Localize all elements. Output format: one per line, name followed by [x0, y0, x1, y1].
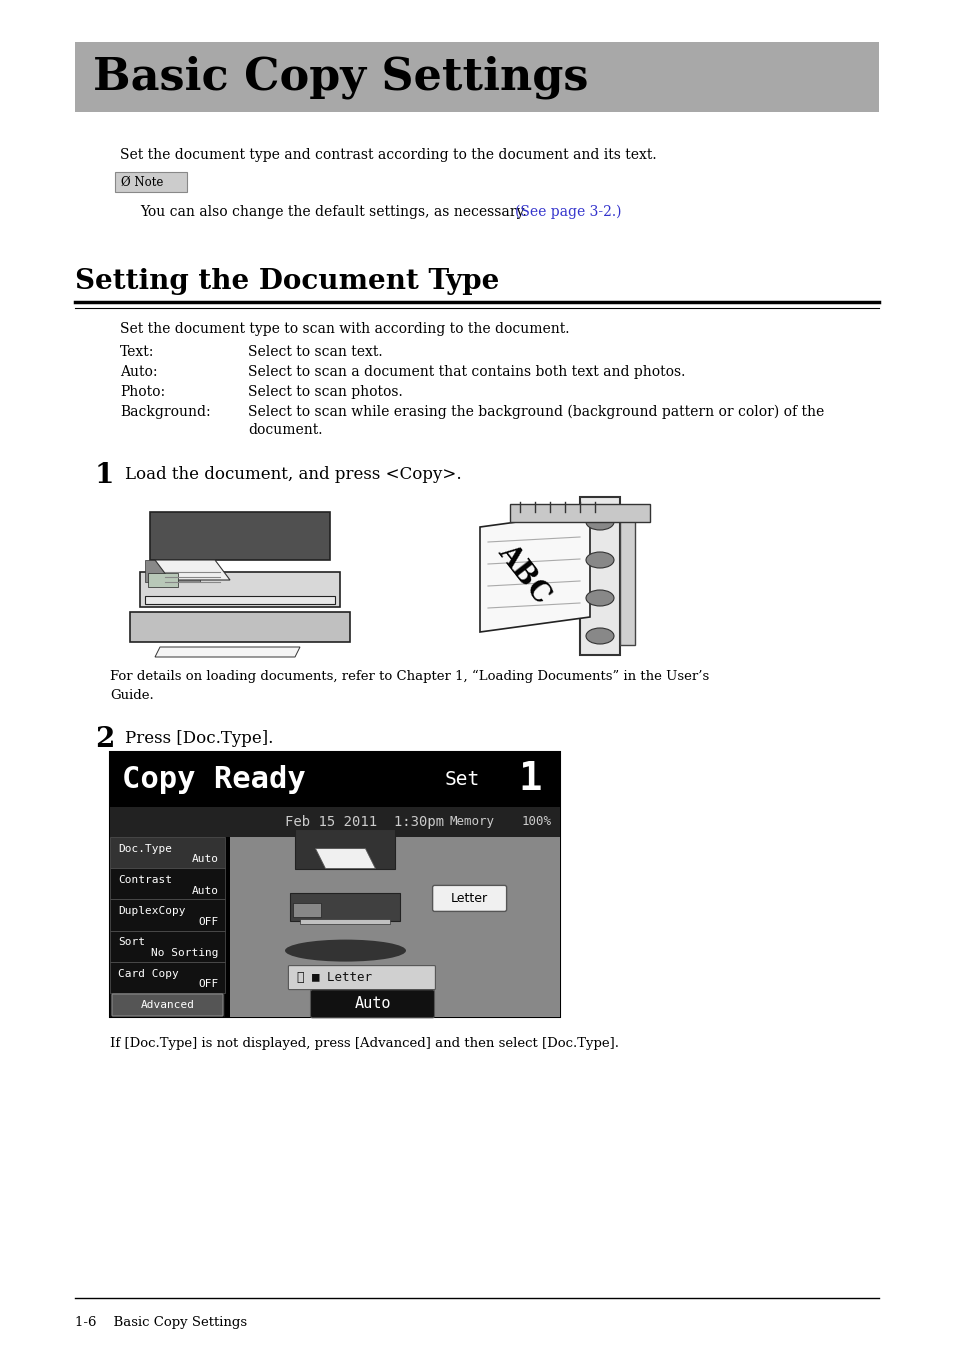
Text: Ø Note: Ø Note: [121, 175, 163, 189]
Text: 2: 2: [95, 727, 114, 754]
Text: Load the document, and press <Copy>.: Load the document, and press <Copy>.: [125, 466, 461, 483]
Text: You can also change the default settings, as necessary.: You can also change the default settings…: [140, 205, 531, 218]
Text: Auto: Auto: [192, 855, 219, 864]
Text: No Sorting: No Sorting: [152, 948, 219, 958]
Text: Auto: Auto: [354, 996, 391, 1011]
Bar: [230, 837, 559, 1016]
Text: Letter: Letter: [451, 892, 488, 905]
Ellipse shape: [585, 590, 614, 607]
Bar: [619, 507, 635, 644]
Text: 100%: 100%: [521, 816, 552, 829]
Text: If [Doc.Type] is not displayed, press [Advanced] and then select [Doc.Type].: If [Doc.Type] is not displayed, press [A…: [110, 1037, 618, 1050]
Text: Advanced: Advanced: [140, 1000, 194, 1010]
FancyBboxPatch shape: [288, 965, 435, 989]
Text: Set: Set: [444, 770, 479, 789]
Text: Doc.Type: Doc.Type: [118, 844, 172, 853]
Text: Photo:: Photo:: [120, 386, 165, 399]
FancyBboxPatch shape: [310, 989, 434, 1018]
Text: ABC: ABC: [492, 539, 555, 609]
Text: ① ■ Letter: ① ■ Letter: [297, 971, 372, 984]
Bar: [110, 807, 559, 837]
Bar: [579, 497, 619, 655]
Text: Select to scan text.: Select to scan text.: [248, 345, 382, 359]
Text: Setting the Document Type: Setting the Document Type: [75, 268, 498, 295]
Bar: [145, 559, 200, 582]
Text: document.: document.: [248, 423, 322, 437]
Text: (See page 3-2.): (See page 3-2.): [515, 205, 620, 220]
Text: 1: 1: [95, 462, 114, 489]
Text: 1-6    Basic Copy Settings: 1-6 Basic Copy Settings: [75, 1316, 247, 1329]
Polygon shape: [315, 849, 375, 868]
Text: Contrast: Contrast: [118, 875, 172, 886]
Text: Basic Copy Settings: Basic Copy Settings: [92, 55, 588, 98]
Bar: [110, 752, 559, 1016]
Bar: [130, 612, 350, 642]
Bar: [148, 573, 178, 586]
Polygon shape: [154, 647, 299, 656]
Polygon shape: [154, 559, 230, 580]
Ellipse shape: [585, 514, 614, 530]
Text: Sort: Sort: [118, 937, 145, 948]
Bar: [110, 899, 225, 930]
Text: Auto:: Auto:: [120, 365, 157, 379]
Text: DuplexCopy: DuplexCopy: [118, 906, 185, 917]
Text: Copy Ready: Copy Ready: [122, 766, 305, 794]
Text: Set the document type to scan with according to the document.: Set the document type to scan with accor…: [120, 322, 569, 336]
Bar: [150, 512, 330, 559]
Text: Press [Doc.Type].: Press [Doc.Type].: [125, 731, 274, 747]
Ellipse shape: [585, 551, 614, 568]
Bar: [110, 752, 559, 807]
Text: OFF: OFF: [198, 917, 219, 927]
Text: Background:: Background:: [120, 404, 211, 419]
Bar: [75, 42, 878, 112]
Bar: [140, 572, 339, 607]
Bar: [110, 868, 225, 899]
Text: For details on loading documents, refer to Chapter 1, “Loading Documents” in the: For details on loading documents, refer …: [110, 670, 708, 702]
Bar: [294, 903, 321, 917]
Text: Memory: Memory: [450, 816, 495, 829]
Ellipse shape: [285, 940, 406, 961]
Text: Auto: Auto: [192, 886, 219, 895]
Bar: [110, 930, 225, 962]
Text: Text:: Text:: [120, 345, 154, 359]
FancyBboxPatch shape: [112, 993, 223, 1016]
Text: OFF: OFF: [198, 979, 219, 989]
Text: 1: 1: [517, 760, 540, 798]
Text: Feb 15 2011  1:30pm: Feb 15 2011 1:30pm: [285, 816, 444, 829]
Bar: [510, 504, 649, 522]
FancyBboxPatch shape: [432, 886, 506, 911]
Ellipse shape: [585, 628, 614, 644]
Bar: [110, 962, 225, 993]
Bar: [110, 837, 225, 868]
Bar: [145, 596, 335, 604]
Text: Card Copy: Card Copy: [118, 969, 178, 979]
Text: Select to scan a document that contains both text and photos.: Select to scan a document that contains …: [248, 365, 684, 379]
Polygon shape: [479, 512, 589, 632]
Bar: [295, 829, 395, 868]
Bar: [110, 837, 225, 1016]
Text: Select to scan while erasing the background (background pattern or color) of the: Select to scan while erasing the backgro…: [248, 404, 823, 419]
Bar: [291, 892, 400, 921]
Bar: [300, 918, 390, 923]
Text: Set the document type and contrast according to the document and its text.: Set the document type and contrast accor…: [120, 148, 656, 162]
Text: Select to scan photos.: Select to scan photos.: [248, 386, 402, 399]
Bar: [115, 173, 187, 191]
